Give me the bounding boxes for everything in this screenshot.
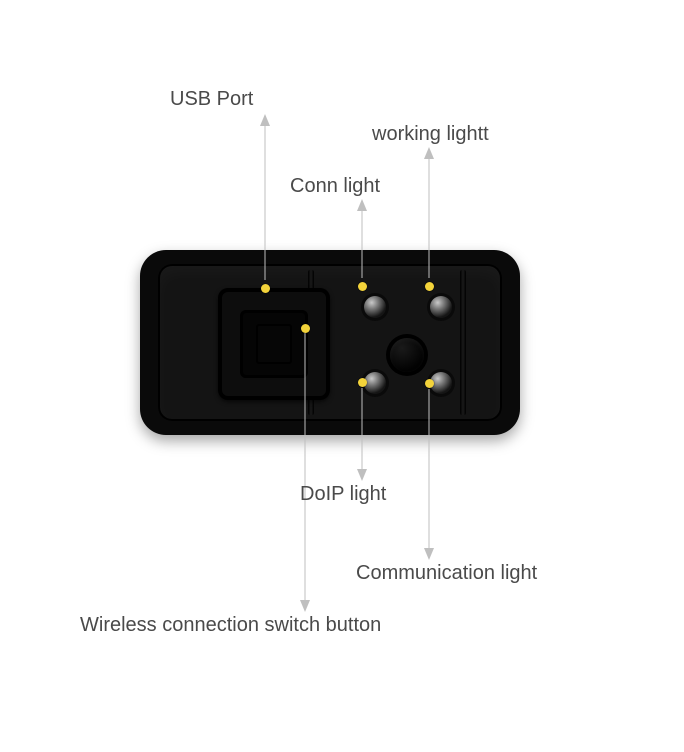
usb-port: [218, 288, 330, 400]
callout-dot-usb: [261, 284, 270, 293]
callout-label-communication: Communication light: [356, 562, 537, 585]
callout-arrow-communication: [424, 548, 434, 560]
callout-arrow-usb: [260, 114, 270, 126]
wireless-switch-button: [390, 338, 424, 372]
callout-arrow-wireless: [300, 600, 310, 612]
callout-label-usb: USB Port: [170, 88, 253, 111]
working-light-led: [430, 296, 452, 318]
callout-dot-wireless: [301, 324, 310, 333]
callout-dot-doip: [358, 378, 367, 387]
device-body: [140, 250, 520, 435]
callout-label-conn: Conn light: [290, 175, 380, 198]
callout-dot-conn: [358, 282, 367, 291]
diagram-stage: USB Port Conn light working lightt DoIP lig…: [0, 0, 684, 752]
conn-light-led: [364, 296, 386, 318]
callout-dot-working: [425, 282, 434, 291]
callout-arrow-conn: [357, 199, 367, 211]
device-seam-right: [460, 270, 466, 415]
callout-label-working: working lightt: [372, 123, 489, 146]
callout-arrow-doip: [357, 469, 367, 481]
doip-light-led: [364, 372, 386, 394]
callout-dot-communication: [425, 379, 434, 388]
callout-label-doip: DoIP light: [300, 483, 386, 506]
callout-arrow-working: [424, 147, 434, 159]
callout-label-wireless: Wireless connection switch button: [80, 614, 381, 637]
device-panel: [158, 264, 502, 421]
